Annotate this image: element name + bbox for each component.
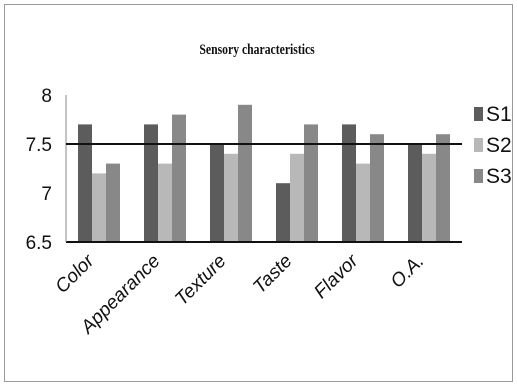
axis-lines — [65, 95, 462, 243]
legend-label-s2: S2 — [486, 134, 512, 157]
bar-s1-color — [78, 124, 92, 242]
bar-s3-flavor — [370, 134, 384, 242]
bar-s2-appearance — [158, 163, 172, 242]
x-tick-label: Texture — [171, 251, 230, 310]
legend-swatch-s1 — [474, 107, 483, 121]
legend-swatch-s2 — [474, 138, 483, 152]
bar-s2-flavor — [356, 163, 370, 242]
bar-s3-taste — [304, 124, 318, 242]
bar-s1-oa — [408, 144, 422, 242]
y-tick-label: 6.5 — [26, 233, 52, 254]
y-axis-ticks: 8 7.5 7 6.5 — [26, 86, 52, 254]
y-tick-label: 7 — [41, 184, 52, 205]
x-tick-label: Flavor — [310, 250, 363, 303]
bar-s2-texture — [224, 153, 238, 242]
bar-s3-texture — [238, 104, 252, 242]
bar-s1-appearance — [144, 124, 158, 242]
bar-group — [78, 104, 450, 242]
legend-label-s3: S3 — [486, 165, 512, 188]
bar-s1-flavor — [342, 124, 356, 242]
x-tick-label: Color — [52, 250, 99, 297]
y-tick-label: 7.5 — [26, 135, 52, 156]
legend-label-s1: S1 — [486, 103, 512, 126]
bar-s2-color — [92, 173, 106, 242]
x-tick-label: Taste — [249, 251, 296, 298]
chart-title: Sensory characteristics — [199, 42, 315, 58]
bar-s1-texture — [210, 144, 224, 242]
legend-swatch-s3 — [474, 169, 483, 183]
legend: S1 S2 S3 — [474, 103, 512, 188]
bar-s3-color — [106, 163, 120, 242]
y-tick-label: 8 — [41, 86, 52, 107]
x-tick-label: O.A. — [387, 251, 429, 293]
bar-s2-oa — [422, 153, 436, 242]
bar-s1-taste — [276, 183, 290, 242]
bar-s3-appearance — [172, 114, 186, 242]
bar-s3-oa — [436, 134, 450, 242]
bar-s2-taste — [290, 153, 304, 242]
